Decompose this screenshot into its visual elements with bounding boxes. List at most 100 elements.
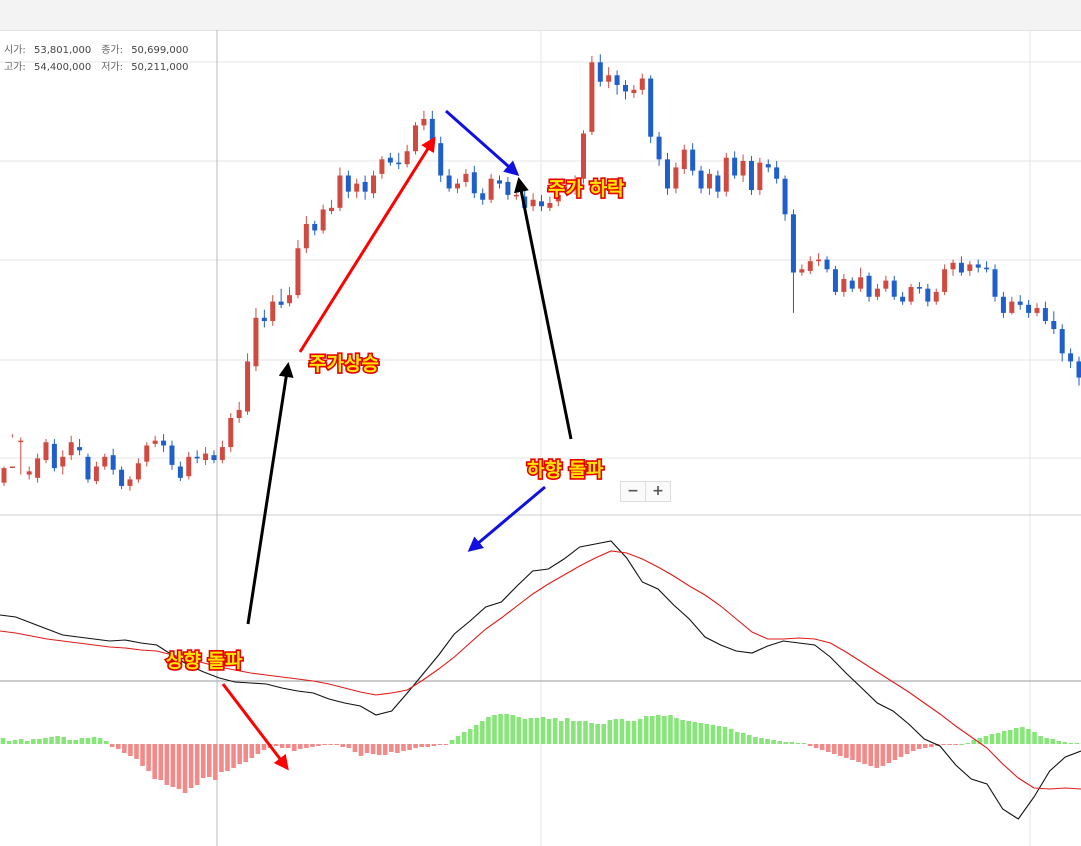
histogram-bar [1026,729,1031,744]
candle-body [706,173,712,189]
candle-body [345,175,351,192]
histogram-bar [728,729,734,744]
histogram-bar [898,744,904,757]
histogram-bar [953,744,958,745]
candle-body [245,361,251,412]
histogram-bar [941,744,946,745]
label-cross-down: 하향 돌파 [527,459,604,481]
label-price-rise: 주가상승 [309,353,379,375]
candle-body [312,224,318,231]
histogram-bar [291,744,297,751]
histogram-bar [401,744,406,751]
histogram-bar [631,721,637,744]
candle-body [169,445,175,465]
histogram-bar [188,744,194,788]
histogram-bar [959,744,965,745]
histogram-bar [692,722,698,744]
candle-body [622,84,628,92]
histogram-bar [91,737,97,744]
histogram-bar [929,744,934,747]
histogram-bar [225,744,230,771]
histogram-bar [419,744,424,747]
candle-body [497,180,503,184]
histogram-bar [480,721,485,744]
histogram-bar [18,739,24,744]
candle-body [505,181,511,195]
histogram-bar [819,744,825,750]
histogram-bar [473,725,479,744]
candle-body [942,269,948,292]
histogram-bar [649,716,655,744]
histogram-bar [607,720,613,744]
histogram-bar [67,740,73,744]
candle-body [119,469,125,486]
candle-body [354,183,360,192]
candle-body [161,440,167,446]
candle-body [1000,296,1006,313]
histogram-bar [546,719,552,744]
candle-body [765,164,771,168]
candle-body [463,173,469,182]
histogram-bar [1032,732,1037,744]
histogram-bar [176,744,182,789]
histogram-bar [322,744,327,745]
histogram-bar [1068,743,1074,744]
histogram-bar [1044,738,1049,744]
candle-body [950,262,956,270]
candle-body [807,261,813,271]
histogram-bar [710,725,716,744]
candle-body [471,172,477,194]
histogram-bar [413,744,418,748]
candle-body [673,167,679,189]
close-label: 종가: [101,45,123,56]
histogram-bar [904,744,910,754]
histogram-bar [625,721,631,744]
histogram-bar [255,744,261,754]
histogram-bar [285,744,291,748]
close-value: 50,699,000 [131,45,189,56]
histogram-bar [831,744,837,754]
candle-body [1009,301,1015,313]
histogram-bar [382,744,388,755]
candle-body [379,159,385,174]
histogram-bar [637,719,643,744]
histogram-bar [85,738,91,744]
histogram-bar [807,744,813,746]
candle-body [303,224,309,249]
histogram-bar [164,744,170,785]
histogram-bar [49,737,54,744]
histogram-bar [504,714,509,744]
zoom-in-button[interactable]: + [645,482,670,501]
histogram-bar [534,718,540,744]
macd-line [0,540,1081,820]
histogram-bar [765,739,770,744]
candle-body [992,269,998,297]
histogram-bar [261,744,267,750]
candle-body [9,466,15,468]
candle-body [186,456,192,477]
candle-body [287,295,293,304]
open-label: 시가: [4,45,26,56]
histogram-bar [583,721,588,744]
histogram-bar [910,744,916,751]
candle-body [648,78,654,137]
zoom-out-button[interactable]: − [627,483,639,499]
candle-body [1076,361,1081,378]
candle-body [320,209,326,231]
candle-body [858,277,864,289]
annotation-arrows [221,109,573,771]
histogram-bar [601,724,607,744]
histogram-bar [686,721,691,744]
histogram-bar [1020,727,1025,744]
histogram-bar [795,743,801,744]
histogram-bar [971,740,977,744]
histogram-bar [589,723,594,744]
candle-body [110,455,116,470]
histogram-bar [1007,730,1013,744]
histogram-bar [892,744,898,760]
candle-body [975,264,981,268]
histogram-bar [97,738,103,744]
histogram-bar [510,715,515,744]
histogram-bar [619,719,625,744]
